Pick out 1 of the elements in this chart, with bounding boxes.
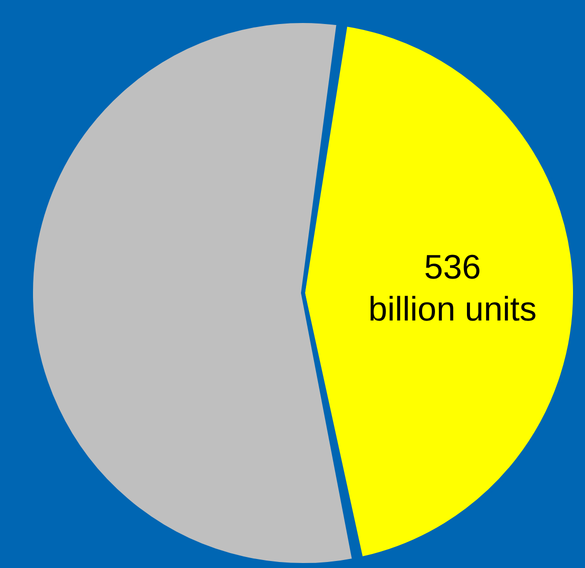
data-label: 536 billion units (368, 248, 537, 329)
